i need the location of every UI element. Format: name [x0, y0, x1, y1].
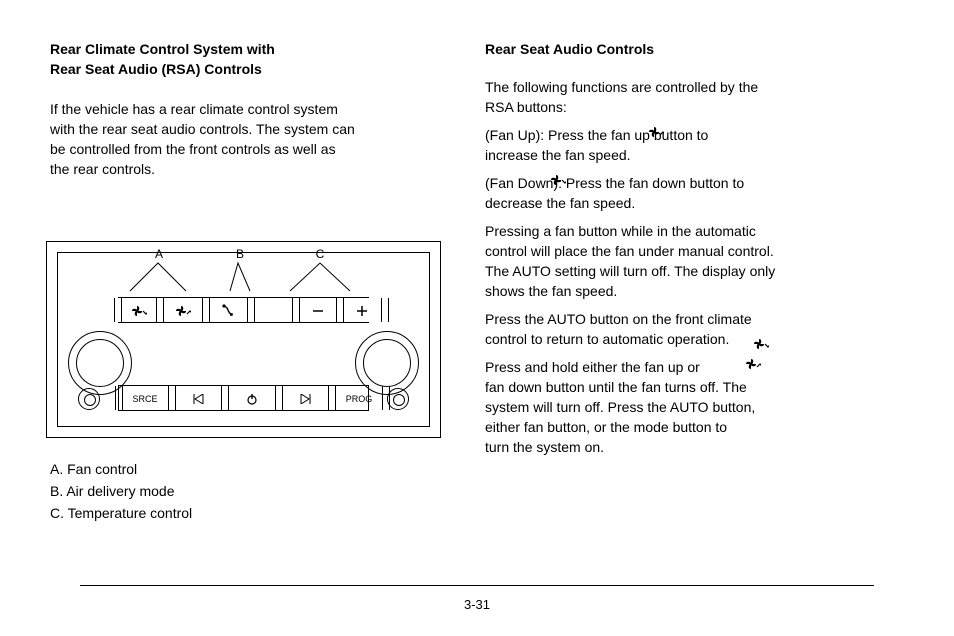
callout-A: A: [153, 247, 165, 261]
diagram-caption-line: A. Fan control: [50, 460, 450, 480]
left-small-knob: [78, 388, 100, 410]
power-button: [226, 386, 278, 412]
right-body-line: control to return to automatic operation…: [485, 330, 915, 350]
mode-button: [216, 298, 240, 324]
page-number: 3-31: [0, 597, 954, 612]
button-separator: [247, 298, 255, 322]
right-body-line: system will turn off. Press the AUTO but…: [485, 398, 915, 418]
right-body-line: Press the AUTO button on the front clima…: [485, 310, 915, 330]
left-body-line: the rear controls.: [50, 160, 450, 180]
right-body-line: (Fan Up): Press the fan up button to: [485, 126, 915, 146]
right-dial-inner: [363, 339, 411, 387]
callout-C: C: [314, 247, 326, 261]
prev-button: [173, 386, 225, 412]
next-button: [279, 386, 331, 412]
right-body-line: increase the fan speed.: [485, 146, 915, 166]
left-body-line: with the rear seat audio controls. The s…: [50, 120, 450, 140]
prog-button: PROG: [333, 386, 385, 412]
right-body-line: RSA buttons:: [485, 98, 905, 118]
button-separator: [156, 298, 164, 322]
right-body-line: decrease the fan speed.: [485, 194, 915, 214]
minus-button: [306, 298, 330, 324]
diagram-caption-line: C. Temperature control: [50, 504, 450, 524]
right-body-line: shows the fan speed.: [485, 282, 915, 302]
rsa-panel-diagram: A B C S: [46, 241, 441, 438]
left-body-line: be controlled from the front controls as…: [50, 140, 450, 160]
plus-button: [350, 298, 374, 324]
left-heading-2: Rear Seat Audio (RSA) Controls: [50, 60, 450, 80]
right-body-line: Pressing a fan button while in the autom…: [485, 222, 915, 242]
left-body-line: If the vehicle has a rear climate contro…: [50, 100, 450, 120]
right-body-line: fan down button until the fan turns off.…: [485, 378, 915, 398]
right-body-line: Press and hold either the fan up or: [485, 358, 915, 378]
button-separator: [114, 298, 122, 322]
left-dial-inner: [76, 339, 124, 387]
callout-lines: [58, 261, 428, 297]
fan-down-icon: [550, 173, 566, 192]
right-body-line: The AUTO setting will turn off. The disp…: [485, 262, 915, 282]
callout-B: B: [234, 247, 246, 261]
button-separator: [202, 298, 210, 322]
fan-down-icon: [753, 337, 769, 356]
footer-rule: [80, 585, 874, 586]
right-body-line: control will place the fan under manual …: [485, 242, 915, 262]
page-root: Rear Climate Control System with Rear Se…: [0, 0, 954, 636]
left-heading-1: Rear Climate Control System with: [50, 40, 450, 60]
button-separator: [336, 298, 344, 322]
right-body-line: The following functions are controlled b…: [485, 78, 905, 98]
bottom-button-row: SRCEPROG: [118, 385, 369, 411]
right-small-knob: [387, 388, 409, 410]
right-heading: Rear Seat Audio Controls: [485, 40, 905, 60]
button-separator: [292, 298, 300, 322]
fan-down-button: [127, 298, 151, 324]
diagram-caption-line: B. Air delivery mode: [50, 482, 450, 502]
fan-up-icon: [745, 357, 761, 376]
right-body-line: either fan button, or the mode button to: [485, 418, 915, 438]
fan-up-icon: [648, 125, 664, 144]
fan-up-button: [171, 298, 195, 324]
top-button-row: [118, 297, 369, 323]
right-body-line: turn the system on.: [485, 438, 915, 458]
panel-bezel: A B C S: [57, 252, 430, 427]
srce-button: SRCE: [119, 386, 171, 412]
button-separator: [381, 298, 389, 322]
